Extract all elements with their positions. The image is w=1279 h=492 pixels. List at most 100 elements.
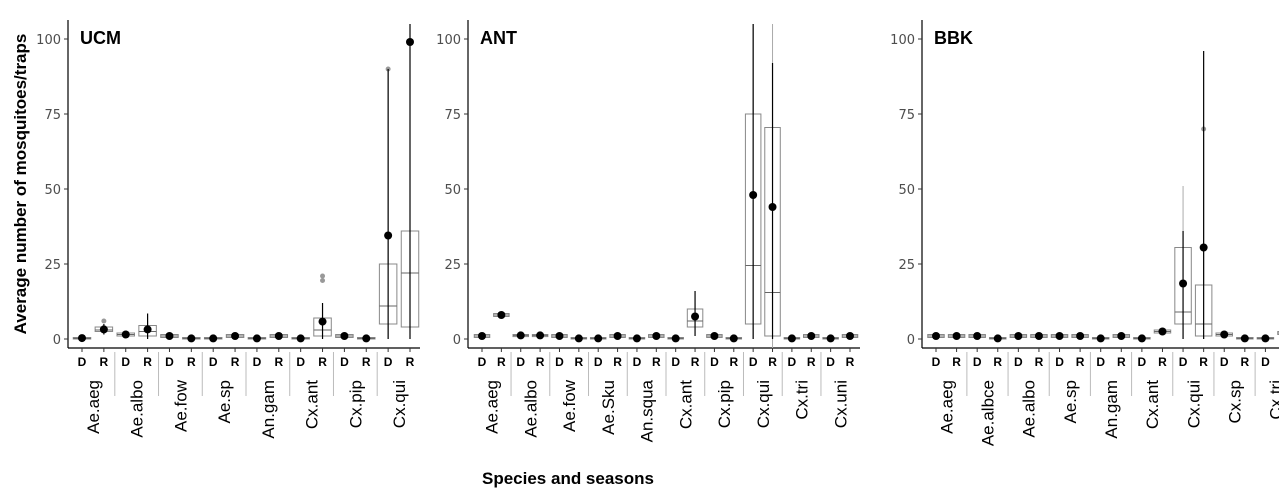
y-tick-label: 25 [44,258,61,273]
mean-point [710,332,719,340]
mean-point [99,325,108,334]
season-label: D [78,355,87,369]
season-label: R [1240,355,1249,369]
mean-point [1137,334,1146,343]
mean-point [362,334,371,343]
y-tick-label: 50 [898,183,915,198]
season-label: R [536,355,545,369]
mean-point [231,332,240,340]
y-tick-label: 75 [44,108,61,123]
mean-point [1158,327,1167,336]
mean-point [613,332,622,340]
mean-point [252,334,261,343]
species-label: Cx.sp [1226,380,1245,423]
season-label: R [729,355,738,369]
season-label: R [993,355,1002,369]
mean-point [652,332,661,340]
mean-point [729,334,738,343]
y-tick-label: 0 [53,333,61,348]
species-label: Ae.aeg [84,380,103,434]
species-label: An.gam [1102,380,1121,439]
mean-point [384,231,393,240]
season-label: R [497,355,506,369]
mean-point [121,330,130,339]
outlier-point [320,273,326,279]
season-label: D [340,355,349,369]
species-label: Ae.albo [128,380,147,438]
species-label: Ae.aeg [937,380,956,434]
y-tick-label: 25 [444,258,461,273]
species-label: Ae.albo [1020,380,1039,438]
species-label: An.squa [638,379,657,442]
species-label: Ae.Sku [599,380,618,435]
species-label: Ae.aeg [483,380,502,434]
season-label: D [209,355,218,369]
y-tick-label: 0 [907,333,915,348]
y-tick-label: 50 [444,183,461,198]
species-label: Cx.ant [303,380,322,429]
season-label: D [594,355,603,369]
y-axis-title: Average number of mosquitoes/traps [11,34,30,335]
mean-point [1179,279,1188,288]
season-label: R [613,355,622,369]
mean-point [340,332,349,340]
season-label: R [231,355,240,369]
mean-point [318,317,327,326]
season-label: R [807,355,816,369]
season-label: D [165,355,174,369]
season-label: D [1138,355,1147,369]
season-label: D [749,355,758,369]
season-label: D [555,355,564,369]
mean-point [516,331,525,340]
mean-point [555,332,564,340]
mean-point [1034,332,1043,340]
season-label: D [516,355,525,369]
season-label: R [362,355,371,369]
season-label: R [768,355,777,369]
mean-point [478,332,486,340]
species-label: Cx.ant [676,380,695,429]
season-label: R [691,355,700,369]
season-label: R [1158,355,1167,369]
y-tick-label: 50 [44,183,61,198]
season-label: D [973,355,982,369]
mean-point [932,332,940,340]
season-label: D [296,355,305,369]
season-label: D [826,355,835,369]
y-tick-label: 75 [898,108,915,123]
mean-point [143,325,152,334]
mean-point [406,38,414,46]
panel-title: UCM [80,28,121,48]
season-label: R [846,355,855,369]
season-label: D [1014,355,1023,369]
mean-point [807,332,816,340]
species-label: Ae.fow [560,379,579,432]
y-tick-label: 75 [444,108,461,123]
season-label: R [1199,355,1208,369]
mean-point [993,334,1002,343]
species-label: Ae.fow [171,379,190,432]
season-label: R [406,355,415,369]
mean-point [973,332,982,340]
season-label: D [710,355,719,369]
species-label: Ae.albce [978,380,997,446]
mean-point [536,331,545,340]
mean-point [1220,330,1229,339]
mean-point [671,334,680,343]
mean-point [826,334,835,343]
season-label: R [1035,355,1044,369]
season-label: R [318,355,327,369]
species-label: Cx.qui [1184,380,1203,428]
mean-point [209,334,218,343]
x-axis-title: Species and seasons [482,469,654,488]
season-label: R [187,355,196,369]
season-label: R [652,355,661,369]
mean-point [1261,334,1270,343]
season-label: D [1179,355,1188,369]
mean-point [768,203,777,211]
season-label: D [1220,355,1229,369]
